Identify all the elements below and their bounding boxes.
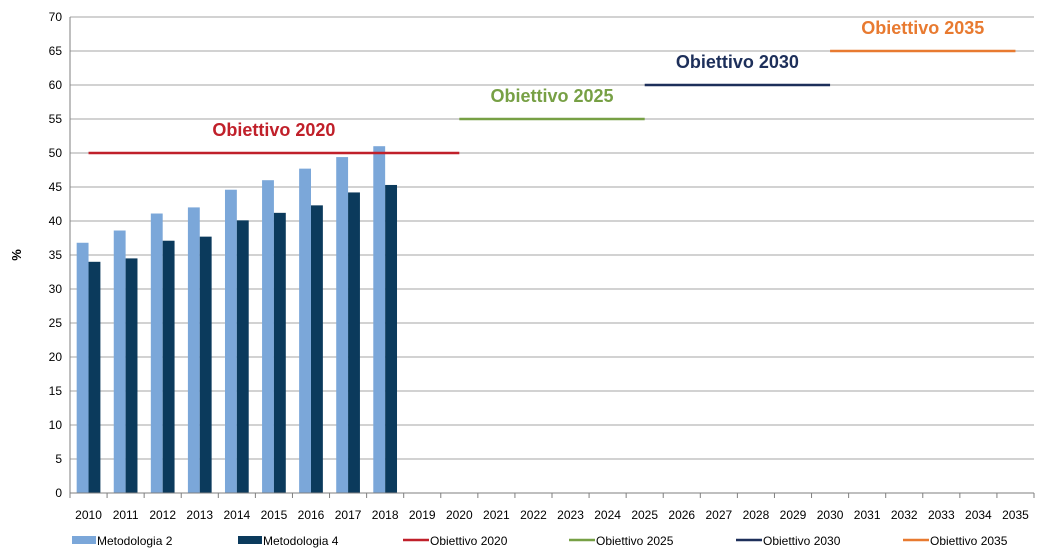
x-tick-label: 2022 [520,508,547,522]
y-tick-label: 35 [49,248,63,262]
x-tick-label: 2021 [483,508,510,522]
y-tick-label: 10 [49,418,63,432]
bar-metodologia-4 [199,236,212,493]
x-tick-label: 2032 [891,508,918,522]
bar-metodologia-2 [299,168,311,493]
y-tick-label: 20 [49,350,63,364]
x-tick-label: 2027 [705,508,732,522]
legend-label-metodologia-4: Metodologia 4 [263,534,339,548]
y-tick-label: 30 [49,282,63,296]
y-tick-label: 5 [55,452,62,466]
x-tick-label: 2026 [668,508,695,522]
x-tick-label: 2028 [743,508,770,522]
x-tick-label: 2034 [965,508,992,522]
x-tick-label: 2012 [149,508,176,522]
x-tick-label: 2016 [298,508,325,522]
x-tick-label: 2019 [409,508,436,522]
obiettivo-2030-label: Obiettivo 2030 [676,52,799,72]
legend-swatch-metodologia-4 [238,536,262,544]
x-tick-labels: 2010 2011 2012 2013 2014 2015 2016 2017 2018 2019… [75,508,1029,522]
y-tick-label: 15 [49,384,63,398]
bar-metodologia-2 [224,189,237,493]
y-tick-labels: 0 5 10 15 20 25 30 35 40 45 50 55 60 65 70 [49,10,63,500]
obiettivo-2020-label: Obiettivo 2020 [212,120,335,140]
bar-metodologia-4 [162,240,175,493]
x-tick-label: 2018 [372,508,399,522]
axes [69,17,1035,498]
x-tick-label: 2033 [928,508,955,522]
bar-metodologia-2 [187,207,200,493]
legend-label-metodologia-2: Metodologia 2 [97,534,173,548]
x-tick-label: 2013 [186,508,213,522]
y-tick-label: 55 [49,112,63,126]
legend-swatch-metodologia-2 [72,536,96,544]
x-tick-label: 2014 [223,508,250,522]
grid-lines [70,16,1034,460]
x-tick-label: 2010 [75,508,102,522]
legend-label-obiettivo-2030: Obiettivo 2030 [763,534,841,548]
bar-metodologia-4 [88,261,101,493]
y-tick-label: 60 [49,78,63,92]
bar-metodologia-4 [348,192,360,493]
bar-metodologia-4 [311,205,323,494]
x-tick-label: 2024 [594,508,621,522]
x-tick-label: 2020 [446,508,473,522]
x-tick-label: 2015 [261,508,288,522]
x-tick-label: 2011 [113,508,139,522]
x-tick-label: 2029 [780,508,807,522]
bar-metodologia-2 [262,180,274,493]
y-tick-label: 40 [49,214,63,228]
y-tick-label: 50 [49,146,63,160]
bar-metodologia-2 [373,146,386,493]
bar-metodologia-2 [336,157,349,493]
bar-metodologia-4 [125,258,138,493]
y-tick-label: 25 [49,316,63,330]
bar-metodologia-2 [150,213,163,493]
x-tick-label: 2031 [854,508,881,522]
x-tick-label: 2030 [817,508,844,522]
y-tick-label: 0 [55,486,62,500]
legend-label-obiettivo-2035: Obiettivo 2035 [930,534,1008,548]
bar-metodologia-2 [113,230,126,493]
y-tick-label: 45 [49,180,63,194]
y-tick-label: 70 [49,10,63,24]
bar-metodologia-4 [385,184,398,493]
obiettivo-2035-label: Obiettivo 2035 [861,18,984,38]
bar-metodologia-4 [236,220,249,493]
target-lines: Obiettivo 2020 Obiettivo 2025 Obiettivo 20… [88,18,1016,155]
x-tick-label: 2017 [335,508,362,522]
bars [76,146,398,494]
x-tick-label: 2035 [1002,508,1029,522]
y-tick-label: 65 [49,44,63,58]
bar-metodologia-4 [273,212,286,493]
x-tick-label: 2025 [631,508,658,522]
legend: Metodologia 2 Metodologia 4 Obiettivo 2020… [72,534,1008,548]
legend-label-obiettivo-2025: Obiettivo 2025 [596,534,674,548]
legend-label-obiettivo-2020: Obiettivo 2020 [430,534,508,548]
x-tick-label: 2023 [557,508,584,522]
bar-metodologia-2 [76,242,89,493]
obiettivo-2025-label: Obiettivo 2025 [490,86,613,106]
y-axis-label: % [9,249,24,261]
